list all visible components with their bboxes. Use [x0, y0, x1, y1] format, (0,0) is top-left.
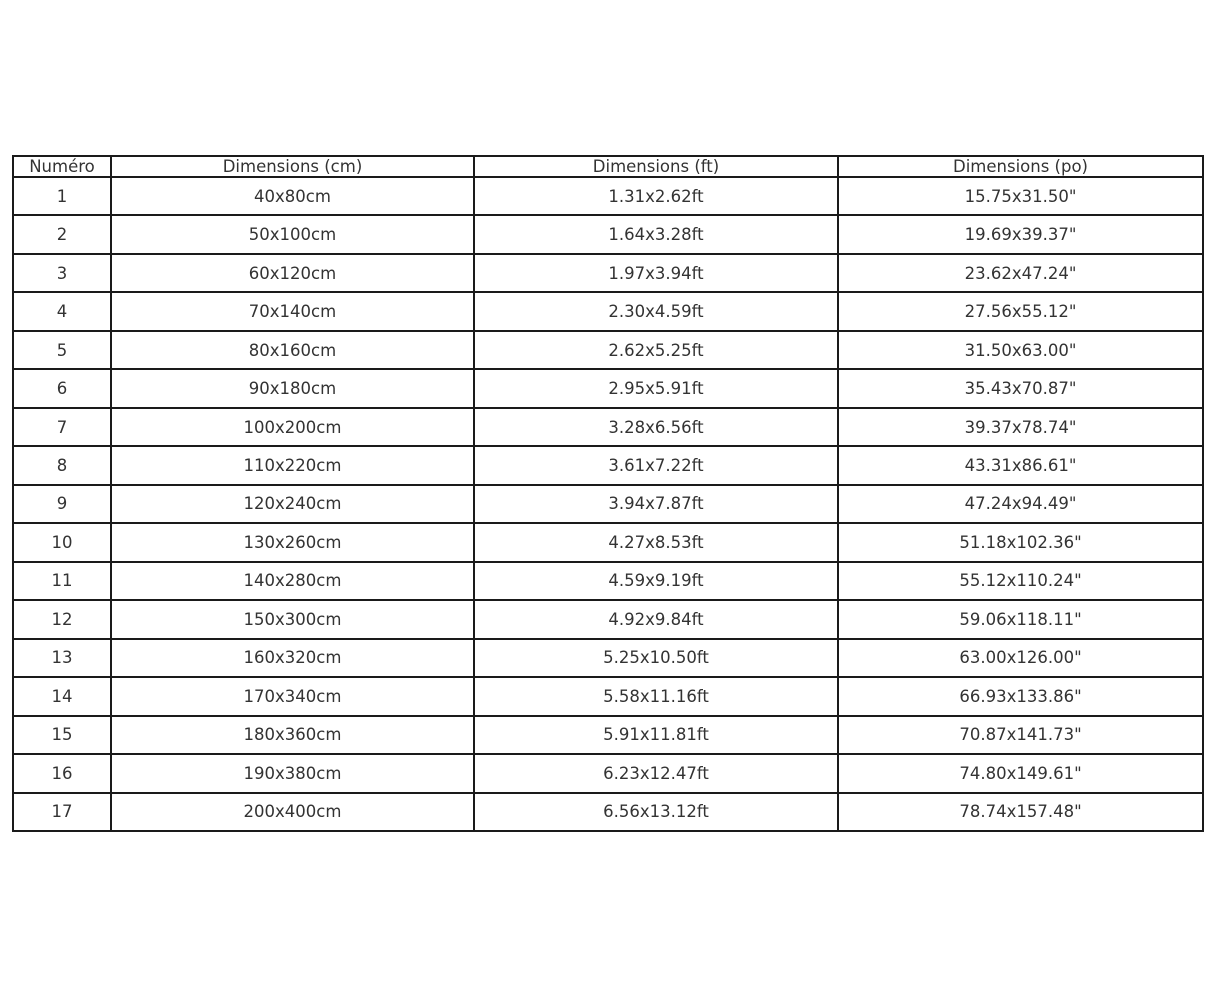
table-row: 11 140x280cm 4.59x9.19ft 55.12x110.24": [12, 560, 1204, 602]
table-cell: 120x240cm: [110, 483, 475, 525]
table-cell: 50x100cm: [110, 214, 475, 255]
table-row: 4 70x140cm 2.30x4.59ft 27.56x55.12": [12, 291, 1204, 332]
table-cell: 60x120cm: [110, 252, 475, 294]
table-cell: 13: [12, 637, 112, 679]
table-cell: 1: [12, 175, 112, 217]
table-cell: 4: [12, 291, 112, 332]
table-cell: 90x180cm: [110, 368, 475, 409]
table-cell: 35.43x70.87": [837, 368, 1204, 409]
table-cell: 15: [12, 714, 112, 756]
table-cell: 200x400cm: [110, 791, 475, 832]
table-cell: 3: [12, 252, 112, 294]
table-cell: 150x300cm: [110, 599, 475, 640]
column-header: Dimensions (cm): [110, 155, 475, 178]
table-cell: 51.18x102.36": [837, 522, 1204, 563]
table-cell: 55.12x110.24": [837, 560, 1204, 602]
table-row: 12 150x300cm 4.92x9.84ft 59.06x118.11": [12, 599, 1204, 640]
table-cell: 19.69x39.37": [837, 214, 1204, 255]
table-cell: 190x380cm: [110, 753, 475, 794]
table-cell: 6.23x12.47ft: [473, 753, 839, 794]
table-cell: 10: [12, 522, 112, 563]
table-cell: 8: [12, 445, 112, 486]
table-cell: 1.31x2.62ft: [473, 175, 839, 217]
table-row: 14 170x340cm 5.58x11.16ft 66.93x133.86": [12, 676, 1204, 717]
table-cell: 70x140cm: [110, 291, 475, 332]
column-header: Dimensions (ft): [473, 155, 839, 178]
table-cell: 1.64x3.28ft: [473, 214, 839, 255]
table-cell: 3.94x7.87ft: [473, 483, 839, 525]
column-header: Dimensions (po): [837, 155, 1204, 178]
table-cell: 160x320cm: [110, 637, 475, 679]
column-header: Numéro: [12, 155, 112, 178]
table-cell: 6.56x13.12ft: [473, 791, 839, 832]
table-cell: 74.80x149.61": [837, 753, 1204, 794]
table-cell: 2: [12, 214, 112, 255]
table-cell: 5.25x10.50ft: [473, 637, 839, 679]
table-cell: 70.87x141.73": [837, 714, 1204, 756]
table-row: 10 130x260cm 4.27x8.53ft 51.18x102.36": [12, 522, 1204, 563]
table-cell: 3.28x6.56ft: [473, 406, 839, 448]
table-cell: 80x160cm: [110, 329, 475, 371]
table-cell: 5.58x11.16ft: [473, 676, 839, 717]
table-cell: 1.97x3.94ft: [473, 252, 839, 294]
table-cell: 4.92x9.84ft: [473, 599, 839, 640]
table-row: 16 190x380cm 6.23x12.47ft 74.80x149.61": [12, 753, 1204, 794]
table-cell: 6: [12, 368, 112, 409]
table-row: 8 110x220cm 3.61x7.22ft 43.31x86.61": [12, 445, 1204, 486]
table-cell: 2.62x5.25ft: [473, 329, 839, 371]
size-conversion-table-container: Numéro Dimensions (cm) Dimensions (ft) Dime…: [12, 155, 1204, 832]
table-cell: 11: [12, 560, 112, 602]
table-row: 3 60x120cm 1.97x3.94ft 23.62x47.24": [12, 252, 1204, 294]
table-row: 15 180x360cm 5.91x11.81ft 70.87x141.73": [12, 714, 1204, 756]
table-cell: 9: [12, 483, 112, 525]
table-row: 2 50x100cm 1.64x3.28ft 19.69x39.37": [12, 214, 1204, 255]
table-cell: 130x260cm: [110, 522, 475, 563]
table-cell: 59.06x118.11": [837, 599, 1204, 640]
table-cell: 4.59x9.19ft: [473, 560, 839, 602]
table-cell: 2.95x5.91ft: [473, 368, 839, 409]
table-cell: 31.50x63.00": [837, 329, 1204, 371]
table-row: 13 160x320cm 5.25x10.50ft 63.00x126.00": [12, 637, 1204, 679]
table-cell: 15.75x31.50": [837, 175, 1204, 217]
table-cell: 66.93x133.86": [837, 676, 1204, 717]
table-row: 1 40x80cm 1.31x2.62ft 15.75x31.50": [12, 175, 1204, 217]
table-cell: 47.24x94.49": [837, 483, 1204, 525]
table-cell: 23.62x47.24": [837, 252, 1204, 294]
table-cell: 39.37x78.74": [837, 406, 1204, 448]
table-header-row: Numéro Dimensions (cm) Dimensions (ft) Dime…: [12, 155, 1204, 178]
table-row: 9 120x240cm 3.94x7.87ft 47.24x94.49": [12, 483, 1204, 525]
table-cell: 40x80cm: [110, 175, 475, 217]
table-cell: 27.56x55.12": [837, 291, 1204, 332]
table-cell: 43.31x86.61": [837, 445, 1204, 486]
table-cell: 63.00x126.00": [837, 637, 1204, 679]
table-cell: 140x280cm: [110, 560, 475, 602]
table-cell: 12: [12, 599, 112, 640]
table-cell: 17: [12, 791, 112, 832]
table-cell: 78.74x157.48": [837, 791, 1204, 832]
table-cell: 4.27x8.53ft: [473, 522, 839, 563]
table-cell: 170x340cm: [110, 676, 475, 717]
table-row: 17 200x400cm 6.56x13.12ft 78.74x157.48": [12, 791, 1204, 832]
table-cell: 110x220cm: [110, 445, 475, 486]
table-cell: 14: [12, 676, 112, 717]
table-cell: 5.91x11.81ft: [473, 714, 839, 756]
table-cell: 7: [12, 406, 112, 448]
table-cell: 100x200cm: [110, 406, 475, 448]
table-row: 5 80x160cm 2.62x5.25ft 31.50x63.00": [12, 329, 1204, 371]
table-cell: 5: [12, 329, 112, 371]
table-row: 7 100x200cm 3.28x6.56ft 39.37x78.74": [12, 406, 1204, 448]
size-conversion-table: Numéro Dimensions (cm) Dimensions (ft) Dime…: [12, 155, 1204, 832]
table-cell: 16: [12, 753, 112, 794]
table-cell: 3.61x7.22ft: [473, 445, 839, 486]
table-cell: 180x360cm: [110, 714, 475, 756]
table-cell: 2.30x4.59ft: [473, 291, 839, 332]
table-row: 6 90x180cm 2.95x5.91ft 35.43x70.87": [12, 368, 1204, 409]
